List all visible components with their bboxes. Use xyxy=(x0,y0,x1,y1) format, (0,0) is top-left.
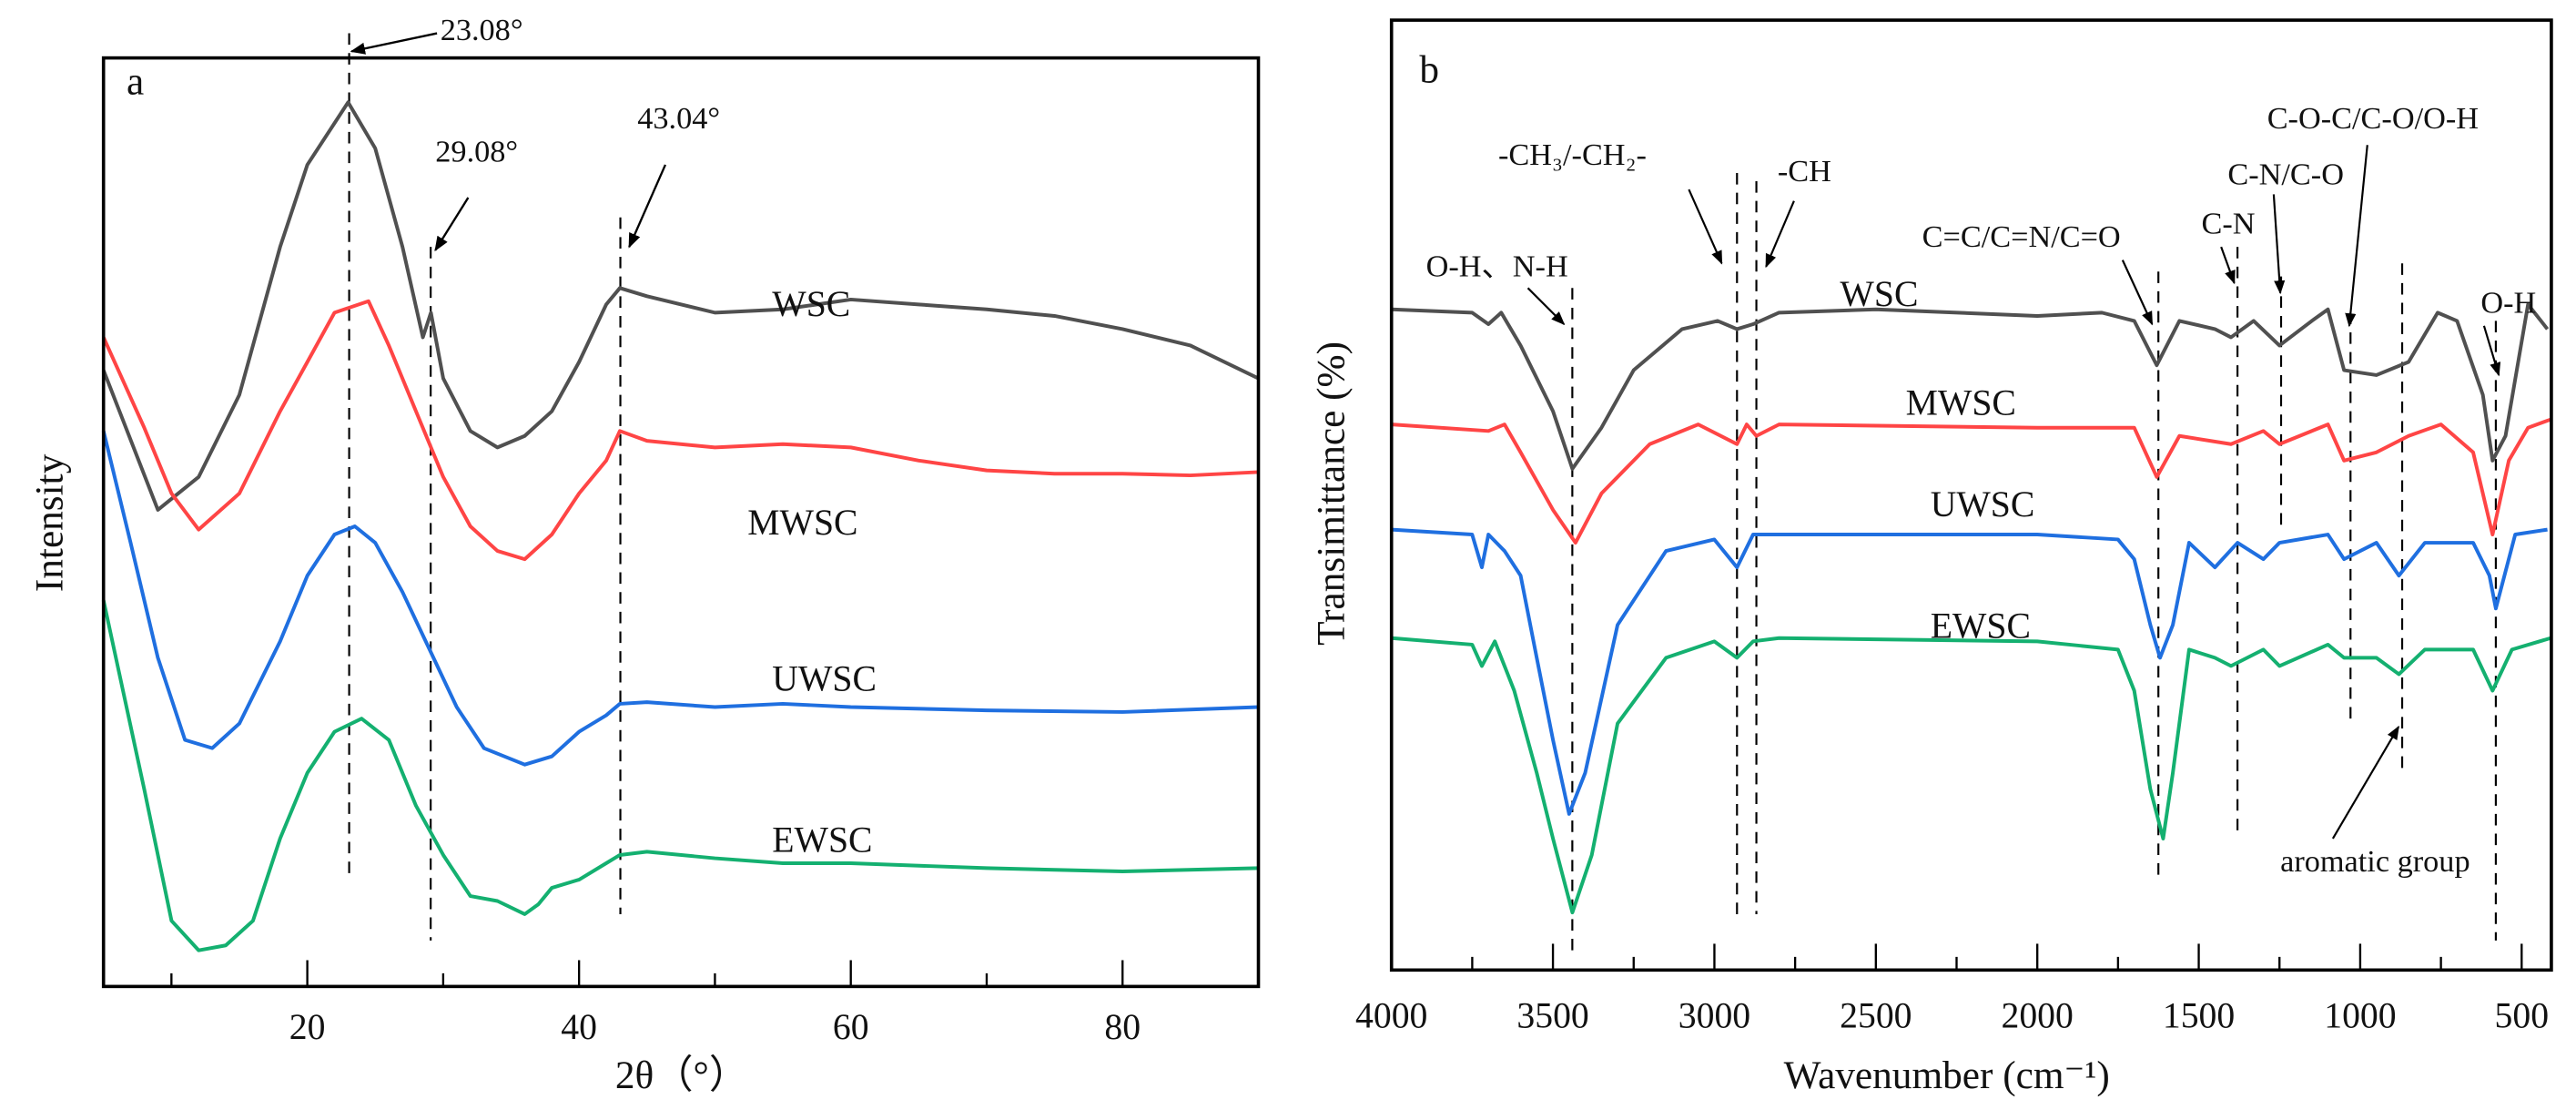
series-line-b-wsc xyxy=(1391,302,2550,471)
annotation-arrow-oh xyxy=(2482,325,2501,377)
annotation-arrow-ch xyxy=(1765,200,1795,269)
series-line-a-mwsc xyxy=(101,299,1259,562)
series-label-ewsc: EWSC xyxy=(772,820,872,860)
annotation-arrow-23 xyxy=(350,32,438,55)
x-tick-label: 1000 xyxy=(2324,995,2396,1035)
series-label-mwsc-b: MWSC xyxy=(1906,382,2016,423)
annotation-oh-nh: O-H、N-H xyxy=(1426,249,1568,284)
annotation-arrow-cn xyxy=(2220,246,2236,285)
x-tick-label: 3500 xyxy=(1516,995,1588,1035)
x-tick-label: 4000 xyxy=(1355,995,1427,1035)
annotation-arrow-oh-nh xyxy=(1526,287,1566,326)
series-line-a-wsc xyxy=(101,100,1260,512)
series-label-uwsc: UWSC xyxy=(772,658,877,698)
series-line-b-mwsc xyxy=(1391,417,2551,545)
annotation-arrow-29 xyxy=(434,197,470,252)
annotation-arrow-cc-cn-co xyxy=(2121,260,2154,326)
panel-a-letter: a xyxy=(127,59,144,103)
annotation-peak-23: 23.08° xyxy=(441,13,523,47)
panel-b-ftir-chart: 4000 3500 3000 2500 2000 1500 1000 500 b O-H、N-… xyxy=(1309,18,2553,1097)
annotation-peak-29: 29.08° xyxy=(435,134,518,168)
panel-b-y-axis-title: Transimittance (%) xyxy=(1309,341,1353,646)
series-label-mwsc: MWSC xyxy=(747,503,857,543)
annotation-arrow-coc-co-oh xyxy=(2345,145,2368,328)
x-tick-label: 500 xyxy=(2495,995,2550,1035)
series-line-b-ewsc xyxy=(1391,636,2551,915)
annotation-arrow-aromatic xyxy=(2331,725,2400,840)
annotation-ch3-ch2: -CH₃/-CH₂- xyxy=(1498,137,1647,172)
panel-b-plot-area: 4000 3500 3000 2500 2000 1500 1000 500 xyxy=(1355,172,2551,1035)
annotation-arrow-ch3-ch2 xyxy=(1688,188,1723,265)
x-tick-label: 20 xyxy=(289,1007,326,1047)
x-tick-label: 1500 xyxy=(2163,995,2235,1035)
annotation-cn-co: C-N/C-O xyxy=(2227,158,2344,192)
series-label-ewsc-b: EWSC xyxy=(1931,606,2031,647)
panel-a-xrd-chart: 20 40 60 80 a 23.08° 29.08° 43.04° WSC MWSC… xyxy=(28,13,1261,1097)
panel-b-letter: b xyxy=(1419,48,1439,92)
x-tick-label: 3000 xyxy=(1678,995,1750,1035)
panel-a-plot-area: 20 40 60 80 xyxy=(101,33,1260,1047)
annotation-arrow-43 xyxy=(628,164,667,249)
series-label-uwsc-b: UWSC xyxy=(1931,484,2035,524)
panel-a-x-axis-title: 2θ（°） xyxy=(615,1054,748,1097)
x-tick-label: 60 xyxy=(833,1007,869,1047)
annotation-oh: O-H xyxy=(2480,285,2536,320)
panel-a-y-axis-title: Intensity xyxy=(28,453,72,592)
series-line-b-uwsc xyxy=(1391,527,2548,816)
panel-b-frame xyxy=(1389,18,2553,972)
panel-a-frame xyxy=(101,56,1261,989)
annotation-aromatic-group: aromatic group xyxy=(2280,844,2470,879)
annotation-cn: C-N xyxy=(2201,207,2255,241)
annotation-cc-cn-co: C=C/C=N/C=O xyxy=(1922,219,2121,254)
x-tick-label: 40 xyxy=(561,1007,597,1047)
annotation-ch: -CH xyxy=(1778,154,1831,188)
x-tick-label: 80 xyxy=(1104,1007,1141,1047)
annotation-coc-co-oh: C-O-C/C-O/O-H xyxy=(2267,101,2479,136)
x-tick-label: 2000 xyxy=(2001,995,2073,1035)
annotation-peak-43: 43.04° xyxy=(637,101,720,136)
panel-b-x-axis-title: Wavenumber (cm⁻¹) xyxy=(1784,1054,2110,1097)
series-label-wsc: WSC xyxy=(772,284,850,324)
series-label-wsc-b: WSC xyxy=(1840,274,1918,314)
series-line-a-ewsc xyxy=(101,599,1259,952)
series-line-a-uwsc xyxy=(101,430,1259,767)
annotation-arrow-cn-co xyxy=(2272,194,2286,295)
x-tick-label: 2500 xyxy=(1840,995,1912,1035)
